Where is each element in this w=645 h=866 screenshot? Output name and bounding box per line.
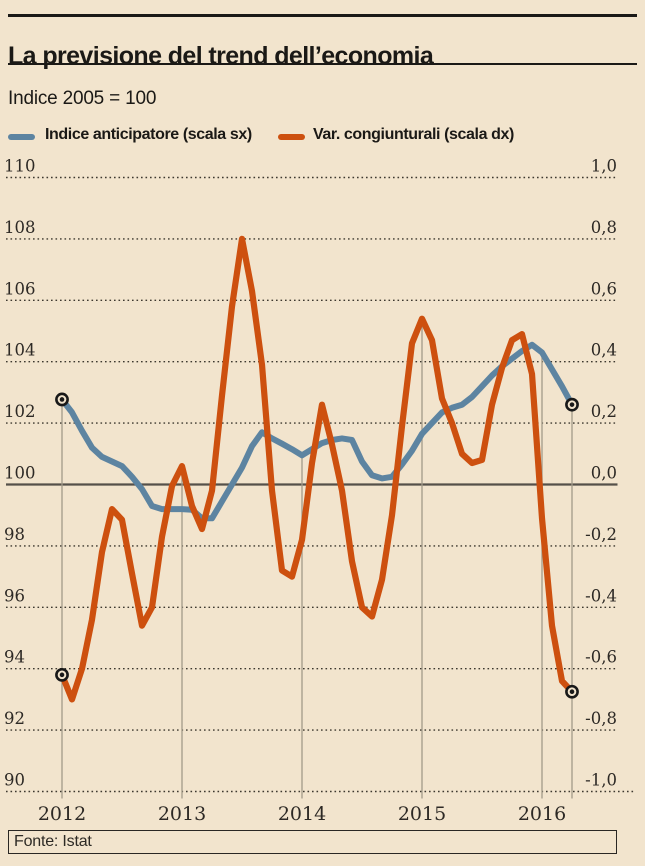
title-rule xyxy=(8,63,637,65)
chart-legend: Indice anticipatore (scala sx) Var. cong… xyxy=(0,126,645,148)
legend-swatch-var-congiunturali xyxy=(278,134,305,140)
chart-subtitle: Indice 2005 = 100 xyxy=(8,88,157,109)
endpoint-marker-dot xyxy=(59,397,65,402)
legend-swatch-indice-anticipatore xyxy=(8,134,35,140)
legend-label-var-congiunturali: Var. congiunturali (scala dx) xyxy=(313,126,514,143)
y-axis-tick-right: 0,2 xyxy=(591,402,617,421)
x-axis-tick: 2015 xyxy=(398,803,446,825)
endpoint-marker-dot xyxy=(569,402,575,407)
y-axis-tick-left: 110 xyxy=(4,157,36,176)
y-axis-tick-left: 96 xyxy=(4,586,25,605)
y-axis-tick-left: 104 xyxy=(4,341,36,360)
y-axis-tick-right: -0,8 xyxy=(585,709,617,728)
y-axis-tick-left: 92 xyxy=(4,709,25,728)
source-label: Fonte: Istat xyxy=(14,833,92,850)
y-axis-tick-left: 108 xyxy=(4,218,36,237)
y-axis-tick-left: 102 xyxy=(4,402,36,421)
legend-label-indice-anticipatore: Indice anticipatore (scala sx) xyxy=(45,126,252,143)
y-axis-tick-right: -1,0 xyxy=(585,771,617,790)
series-line-var-congiunturali xyxy=(58,235,576,703)
y-axis-tick-right: -0,4 xyxy=(585,586,617,605)
y-axis-tick-right: -0,6 xyxy=(585,648,617,667)
y-axis-tick-right: 1,0 xyxy=(591,157,617,176)
y-axis-tick-left: 94 xyxy=(4,648,25,667)
y-axis-tick-left: 100 xyxy=(4,464,36,483)
y-axis-tick-right: 0,6 xyxy=(591,279,617,298)
y-axis-tick-left: 106 xyxy=(4,279,36,298)
top-rule xyxy=(8,14,637,17)
x-axis-tick: 2014 xyxy=(278,803,326,825)
y-axis-tick-left: 90 xyxy=(4,771,25,790)
y-axis-tick-right: -0,2 xyxy=(585,525,617,544)
endpoint-marker-dot xyxy=(59,672,65,678)
y-axis-tick-right: 0,8 xyxy=(591,218,617,237)
x-axis-tick: 2012 xyxy=(38,803,86,825)
x-axis-tick: 2016 xyxy=(518,803,566,825)
source-box: Fonte: Istat xyxy=(8,830,617,854)
x-axis-tick: 2013 xyxy=(158,803,206,825)
y-axis-tick-right: 0,4 xyxy=(591,341,617,360)
y-axis-tick-left: 98 xyxy=(4,525,25,544)
y-axis-tick-right: 0,0 xyxy=(591,464,617,483)
page-title: La previsione del trend dell’economia xyxy=(8,41,434,70)
endpoint-marker-dot xyxy=(569,689,575,695)
